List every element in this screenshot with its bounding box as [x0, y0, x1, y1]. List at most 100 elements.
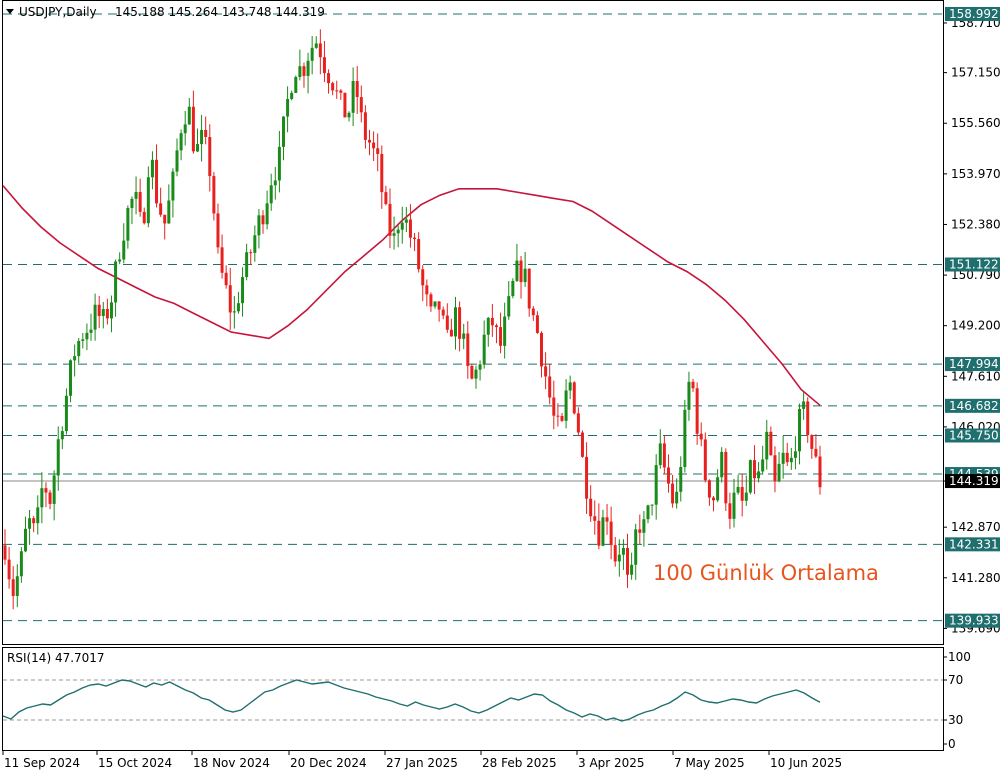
candle-body — [257, 215, 261, 236]
candle-body — [380, 153, 384, 193]
level-box — [945, 398, 1000, 413]
candle-body — [658, 443, 662, 466]
y-tick-label: 153.970 — [951, 167, 1001, 181]
level-box — [945, 257, 1000, 272]
candle-body — [408, 219, 412, 238]
candle-body — [359, 97, 363, 113]
level-box — [945, 537, 1000, 552]
candle-body — [671, 483, 675, 504]
candle-body — [445, 315, 449, 330]
candle-body — [396, 229, 400, 234]
y-tick-label: 157.150 — [951, 66, 1001, 80]
candle-body — [761, 459, 765, 472]
candle-body — [781, 452, 785, 464]
candle-body — [204, 129, 208, 138]
candle-body — [216, 213, 220, 248]
candle-body — [60, 431, 64, 440]
candle-body — [507, 296, 511, 317]
candle-body — [540, 332, 544, 367]
candle-body — [281, 116, 285, 147]
candle-body — [666, 467, 670, 484]
rsi-tick-label: 30 — [948, 713, 963, 727]
x-tick-label: 3 Apr 2025 — [578, 756, 645, 770]
candle-body — [183, 124, 187, 134]
candle-body — [531, 308, 535, 316]
candle-body — [372, 142, 376, 149]
candle-body — [716, 477, 720, 501]
candle-body — [114, 261, 118, 303]
candle-body — [109, 302, 113, 319]
candle-body — [392, 233, 396, 236]
candle-body — [413, 237, 417, 240]
candle-body — [454, 307, 458, 337]
candle-body — [814, 448, 818, 457]
candle-body — [302, 66, 306, 76]
candle-body — [798, 408, 802, 452]
x-tick-label: 15 Oct 2024 — [98, 756, 172, 770]
candle-body — [650, 504, 654, 506]
candle-body — [105, 308, 109, 319]
candle-body — [101, 308, 105, 316]
collapse-triangle-icon[interactable] — [6, 9, 14, 14]
candle-body — [777, 463, 781, 482]
ohlc-label: 145.188 145.264 143.748 144.319 — [115, 5, 325, 19]
candle-body — [437, 301, 441, 310]
candle-body — [449, 329, 453, 337]
candle-body — [511, 280, 515, 297]
x-tick-label: 18 Nov 2024 — [193, 756, 270, 770]
current-price-box — [945, 474, 1000, 489]
candle-body — [52, 475, 56, 504]
y-tick-label: 149.200 — [951, 319, 1001, 333]
candle-body — [97, 304, 101, 316]
candle-body — [159, 203, 163, 215]
candle-body — [556, 415, 560, 417]
price-panel-frame — [2, 0, 944, 645]
candle-body — [290, 92, 294, 99]
candle-body — [720, 451, 724, 478]
candle-body — [601, 517, 605, 546]
horizontal-levels — [3, 13, 943, 622]
y-tick-label: 141.280 — [951, 571, 1001, 585]
candle-body — [646, 505, 650, 520]
candle-body — [351, 81, 355, 113]
candle-body — [150, 159, 154, 178]
candle-body — [728, 503, 732, 519]
candle-body — [269, 185, 273, 204]
candle-body — [535, 315, 539, 333]
candle-body — [597, 520, 601, 546]
candle-body — [634, 529, 638, 565]
ma-annotation: 100 Günlük Ortalama — [653, 561, 879, 585]
candle-body — [36, 507, 40, 524]
candle-body — [56, 439, 60, 476]
candle-body — [482, 334, 486, 365]
candle-body — [327, 73, 331, 84]
candle-body — [494, 325, 498, 328]
candle-body — [28, 518, 32, 529]
candle-body — [478, 364, 482, 370]
candle-body — [19, 551, 23, 577]
candle-body — [32, 518, 36, 524]
candle-body — [626, 547, 630, 575]
candle-body — [81, 339, 85, 341]
candle-body — [757, 471, 761, 479]
y-tick-label: 152.380 — [951, 217, 1001, 231]
candle-body — [679, 467, 683, 492]
level-label: 147.994 — [949, 357, 999, 371]
candle-body — [388, 203, 392, 236]
candle-body — [429, 294, 433, 307]
candle-body — [200, 129, 204, 145]
candle-body — [277, 146, 281, 181]
y-tick-label: 155.560 — [951, 116, 1001, 130]
rsi-title: RSI(14) 47.7017 — [7, 651, 105, 665]
rsi-panel-frame — [2, 647, 944, 751]
candle-body — [548, 376, 552, 398]
candle-body — [179, 133, 183, 151]
candle-body — [306, 60, 310, 76]
candle-body — [752, 460, 756, 479]
candle-body — [126, 207, 130, 241]
candlesticks — [3, 29, 822, 610]
level-label: 145.750 — [949, 429, 999, 443]
candle-body — [208, 137, 212, 177]
current-price-label: 144.319 — [949, 474, 999, 488]
